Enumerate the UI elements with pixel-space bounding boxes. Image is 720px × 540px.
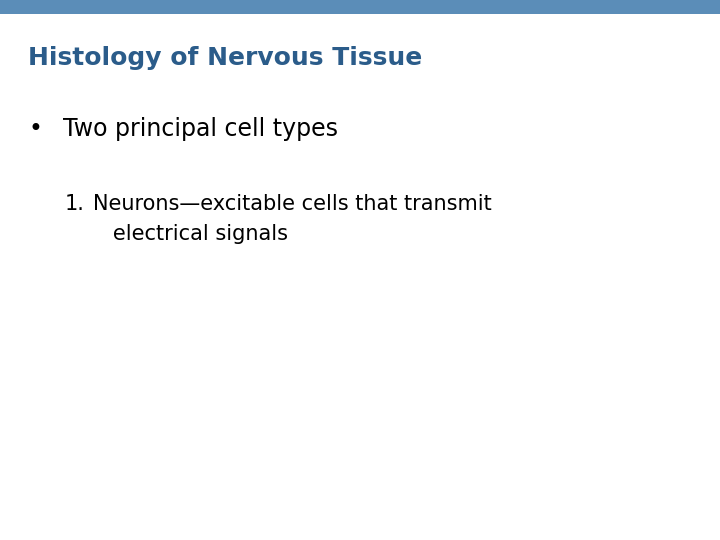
Text: Histology of Nervous Tissue: Histology of Nervous Tissue [28, 46, 422, 70]
Text: Neurons—excitable cells that transmit
   electrical signals: Neurons—excitable cells that transmit el… [93, 194, 492, 244]
Bar [0, 0, 720, 14]
Text: 1.: 1. [65, 194, 85, 214]
Text: Two principal cell types: Two principal cell types [63, 117, 338, 141]
Text: •: • [28, 117, 42, 141]
